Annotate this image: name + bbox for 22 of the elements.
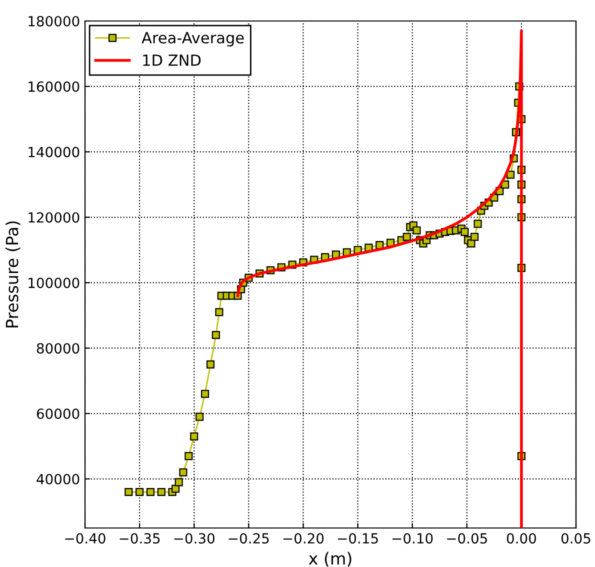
x-tick-label: −0.05 [447,533,487,544]
y-axis-title: Pressure (Pa) [5,221,20,328]
x-axis-title: x (m) [308,552,352,567]
legend-label: Area-Average [142,32,244,46]
y-tick-label: 180000 [28,16,80,26]
y-tick-label: 160000 [28,81,80,92]
x-tick-label: 0.05 [561,533,590,544]
x-tick-label: −0.20 [283,533,324,544]
x-tick-label: −0.30 [174,533,214,544]
y-tick-label: 140000 [28,146,80,158]
x-tick-label: −0.15 [338,533,378,544]
y-tick-label: 80000 [36,343,80,354]
x-tick-label: −0.35 [120,533,160,544]
x-tick-label: −0.25 [228,533,269,544]
legend-label: 1D ZND [143,54,201,66]
y-tick-label: 60000 [36,408,80,419]
x-tick-label: −0.40 [65,533,106,544]
y-tick-label: 120000 [28,212,80,223]
x-tick-label: −0.10 [392,533,433,544]
y-tick-label: 100000 [28,278,80,288]
y-tick-label: 40000 [36,474,80,484]
x-tick-label: 0.00 [506,533,536,544]
